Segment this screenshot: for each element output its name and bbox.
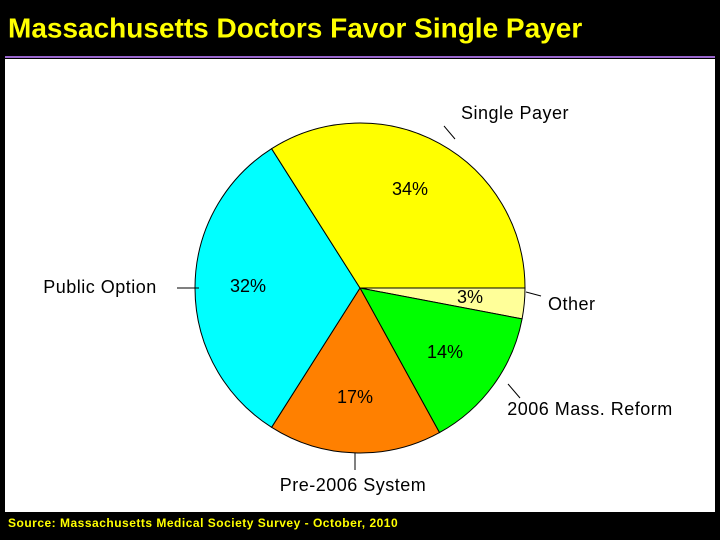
pie-slice: [270, 287, 441, 454]
value-label: 32%: [230, 276, 266, 296]
slice-label: Single Payer: [461, 103, 569, 123]
value-label: 3%: [457, 287, 483, 307]
slice-label: Other: [548, 294, 596, 314]
slice-label: 2006 Mass. Reform: [507, 399, 673, 419]
slice-label: Pre-2006 System: [280, 475, 427, 495]
pie-slice: [270, 122, 526, 289]
leader-line: [525, 291, 542, 297]
pie-slice: [359, 287, 523, 434]
slice-label: Public Option: [43, 277, 157, 297]
value-label: 17%: [337, 387, 373, 407]
chart-title: Massachusetts Doctors Favor Single Payer: [8, 12, 582, 43]
value-label: 14%: [427, 342, 463, 362]
source: Source: Massachusetts Medical Society Su…: [8, 516, 398, 530]
value-label: 34%: [392, 179, 428, 199]
leader-line: [443, 125, 456, 140]
leader-line: [507, 383, 521, 399]
